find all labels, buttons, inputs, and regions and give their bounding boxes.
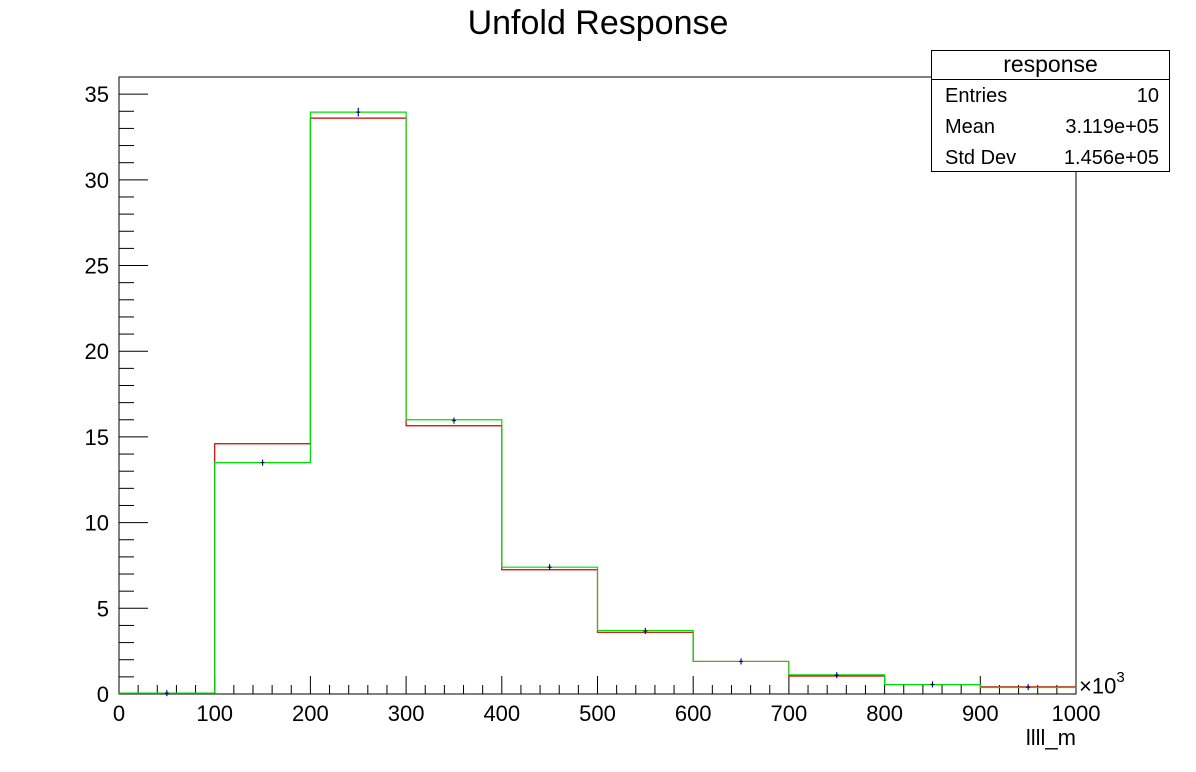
x-multiplier-exponent: 3 — [1116, 669, 1125, 686]
y-tick-label: 15 — [85, 425, 109, 450]
histogram-series-1 — [119, 111, 1076, 694]
x-multiplier-base: ×10 — [1079, 673, 1117, 699]
y-tick-label: 10 — [85, 511, 109, 536]
x-tick-label: 700 — [771, 701, 808, 726]
x-tick-label: 200 — [292, 701, 329, 726]
x-tick-label: 500 — [579, 701, 616, 726]
y-tick-label: 0 — [97, 682, 109, 707]
x-tick-label: 800 — [866, 701, 903, 726]
stats-value: 3.119e+05 — [1065, 116, 1159, 138]
y-tick-label: 35 — [85, 82, 109, 107]
stats-row-stddev: Std Dev 1.456e+05 — [932, 142, 1169, 173]
x-axis-multiplier: ×103 — [1079, 669, 1125, 699]
y-tick-label: 5 — [97, 596, 109, 621]
stats-value: 1.456e+05 — [1063, 147, 1159, 169]
y-tick-label: 25 — [85, 254, 109, 279]
x-tick-label: 0 — [113, 701, 125, 726]
x-tick-label: 600 — [675, 701, 712, 726]
stats-title: response — [932, 51, 1169, 80]
y-tick-label: 30 — [85, 168, 109, 193]
x-tick-label: 400 — [483, 701, 520, 726]
stats-row-entries: Entries 10 — [932, 80, 1169, 111]
x-axis-label: llll_m — [1025, 725, 1076, 750]
stats-value: 10 — [1136, 85, 1159, 107]
stats-row-mean: Mean 3.119e+05 — [932, 111, 1169, 142]
stats-label: Std Dev — [945, 147, 1017, 169]
x-tick-label: 100 — [196, 701, 233, 726]
y-tick-label: 20 — [85, 339, 109, 364]
stats-label: Entries — [945, 85, 1008, 107]
x-tick-label: 1000 — [1052, 701, 1101, 726]
x-tick-label: 300 — [388, 701, 425, 726]
stats-box: response Entries 10 Mean 3.119e+05 Std D… — [931, 50, 1170, 172]
chart-title: Unfold Response — [467, 4, 729, 42]
x-tick-label: 900 — [962, 701, 999, 726]
stats-label: Mean — [945, 116, 996, 138]
